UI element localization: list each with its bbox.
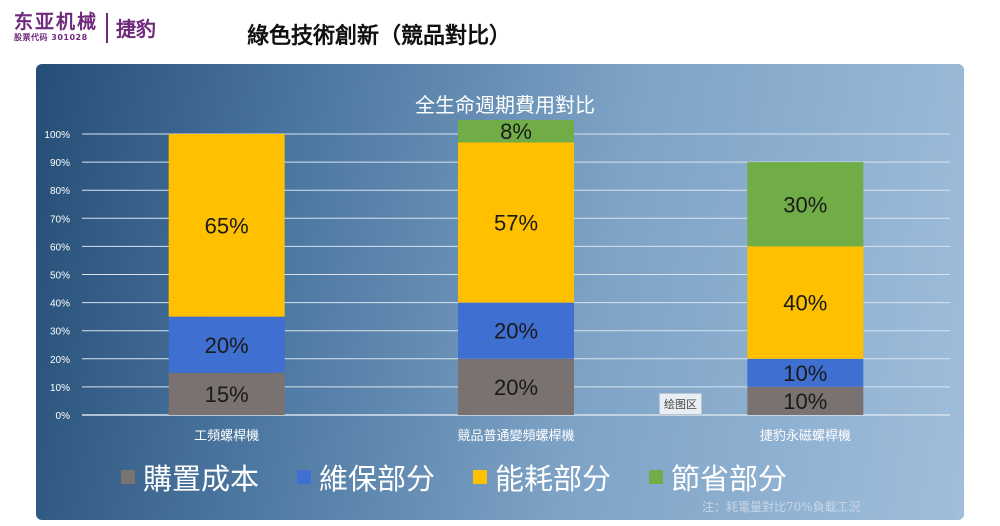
bar-segment	[747, 246, 864, 359]
x-axis-label: 捷豹永磁螺桿機	[760, 429, 851, 444]
bar-segment	[747, 162, 864, 247]
legend-swatch	[649, 470, 664, 484]
y-tick-label: 90%	[50, 158, 70, 169]
footnote: 注：耗電量對比70%負載工況	[702, 500, 861, 514]
y-tick-label: 50%	[50, 271, 70, 282]
data-label: 30%	[783, 192, 827, 217]
logo-company-name: 东亚机械	[14, 11, 99, 33]
bar-segment	[458, 142, 574, 303]
legend-label: 能耗部分	[495, 462, 612, 496]
legend-swatch	[121, 470, 135, 484]
y-tick-label: 40%	[50, 299, 70, 310]
y-tick-label: 20%	[50, 355, 70, 366]
plot-area-tag: 绘图区	[659, 393, 702, 415]
bar-segment	[458, 302, 574, 359]
y-tick-label: 30%	[50, 327, 70, 338]
data-label: 8%	[500, 119, 532, 144]
y-tick-label: 100%	[44, 130, 70, 141]
chart-title: 全生命週期費用對比	[415, 93, 595, 117]
data-label: 20%	[494, 375, 538, 400]
data-label: 40%	[783, 291, 827, 316]
company-logo: 东亚机械 股票代码 301028 捷豹	[14, 12, 156, 43]
bar-segment	[168, 316, 285, 373]
logo-stock-code: 股票代码 301028	[14, 33, 88, 42]
bar-segment	[747, 358, 864, 387]
y-tick-label: 80%	[50, 186, 70, 197]
bar-segment	[168, 134, 285, 317]
page-title: 綠色技術創新（競品對比）	[247, 24, 512, 49]
legend-item: 能耗部分	[473, 456, 611, 498]
logo-left-block: 东亚机械 股票代码 301028	[14, 12, 98, 43]
bar-segment	[458, 119, 574, 143]
legend-swatch	[473, 470, 488, 484]
bars: 15% 20% 65% 20% 20% 57% 8% 10% 10% 40% 30%	[168, 119, 864, 415]
legend-item: 購置成本	[121, 456, 259, 498]
data-label: 10%	[783, 361, 827, 386]
y-tick-label: 70%	[50, 214, 70, 225]
data-label: 15%	[205, 382, 249, 407]
x-axis-label: 工頻螺桿機	[194, 429, 259, 444]
y-tick-label: 10%	[50, 383, 70, 394]
legend-label: 購置成本	[143, 462, 260, 496]
legend-label: 維保部分	[319, 462, 436, 496]
logo-brand: 捷豹	[116, 17, 157, 41]
bar-segment	[168, 372, 285, 415]
data-label: 20%	[205, 333, 249, 358]
legend-item: 維保部分	[297, 456, 435, 498]
x-axis-labels: 工頻螺桿機 競品普通變頻螺桿機 捷豹永磁螺桿機	[194, 428, 851, 444]
legend: 購置成本 維保部分 能耗部分 節省部分	[121, 456, 825, 498]
legend-label: 節省部分	[671, 462, 788, 496]
y-tick-label: 60%	[50, 242, 70, 253]
y-axis-ticks: 0% 10% 20% 30% 40% 50% 60% 70% 80% 90% 100%	[44, 130, 70, 422]
logo-divider	[106, 12, 109, 43]
data-label: 20%	[494, 319, 538, 344]
legend-item: 節省部分	[649, 456, 787, 498]
data-label: 57%	[494, 211, 538, 236]
x-axis-label: 競品普通變頻螺桿機	[457, 428, 574, 444]
legend-swatch	[297, 470, 312, 484]
data-label: 10%	[783, 389, 827, 414]
bar-segment	[458, 358, 574, 415]
y-tick-label: 0%	[56, 411, 71, 422]
data-label: 65%	[205, 213, 249, 238]
bar-segment	[747, 386, 864, 415]
